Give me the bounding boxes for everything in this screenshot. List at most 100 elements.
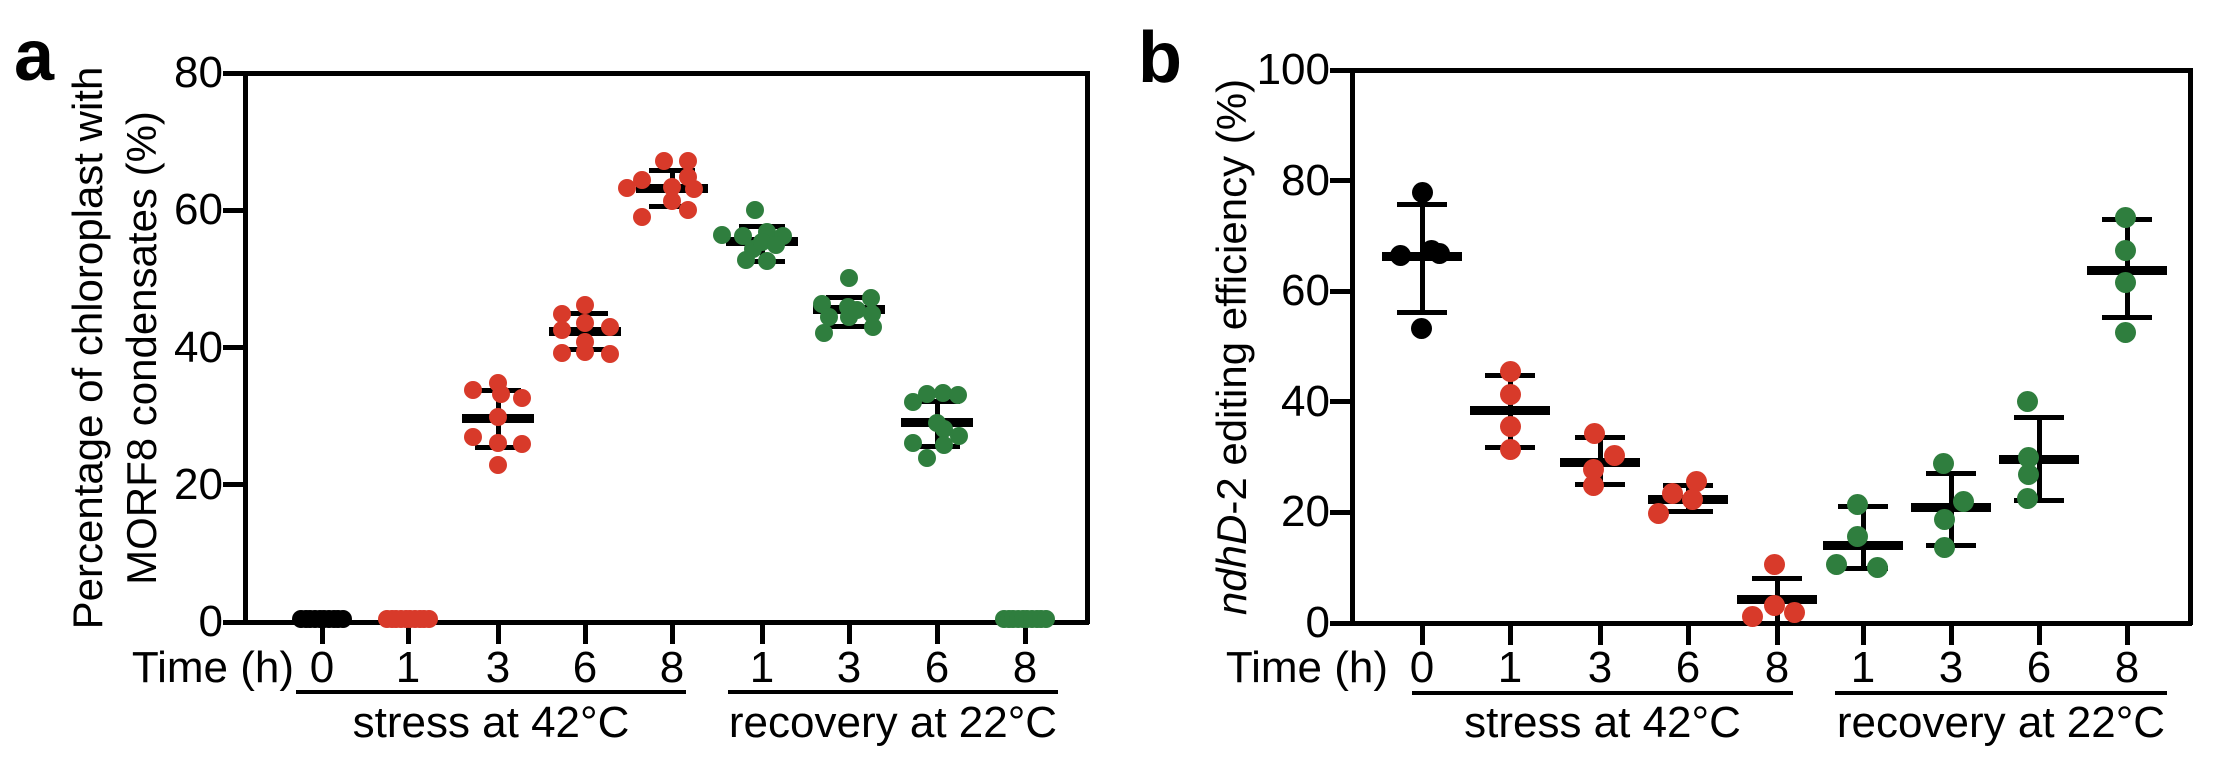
y-tick-label: 20: [1281, 487, 1330, 537]
y-axis-title-italic-part: ndhD: [1208, 514, 1255, 615]
error-cap-top: [914, 398, 960, 404]
error-cap-top: [1397, 202, 1447, 208]
data-point: [334, 609, 352, 628]
y-tick: [223, 70, 243, 76]
data-point: [513, 388, 531, 407]
error-cap-top: [2014, 415, 2064, 421]
data-point: [1933, 508, 1955, 530]
data-point: [950, 427, 968, 446]
data-point: [1783, 601, 1805, 623]
x-tick: [846, 624, 852, 644]
data-point: [1661, 482, 1683, 504]
data-point: [1763, 594, 1785, 616]
data-point: [655, 151, 673, 170]
data-point: [1389, 244, 1411, 266]
phase-label: recovery at 22°C: [728, 698, 1058, 747]
data-point: [753, 232, 771, 251]
data-point: [2016, 487, 2038, 509]
x-tick: [1948, 625, 1954, 645]
x-tick: [1022, 624, 1028, 644]
data-point: [663, 191, 681, 210]
x-tick-label: 0: [1409, 643, 1435, 692]
mean-bar: [1911, 503, 1991, 513]
x-tick-label: 6: [924, 643, 950, 692]
x-tick: [934, 624, 940, 644]
y-tick-label: 80: [1281, 155, 1330, 205]
x-tick-label: 1: [749, 643, 775, 692]
data-point: [679, 200, 697, 219]
data-point: [746, 200, 764, 219]
mean-bar: [1999, 455, 2079, 465]
y-tick: [1330, 288, 1350, 294]
x-tick: [495, 624, 501, 644]
data-point: [618, 179, 636, 198]
data-point: [576, 295, 594, 314]
mean-bar: [2087, 266, 2167, 276]
data-point: [815, 324, 833, 343]
x-tick: [2124, 625, 2130, 645]
y-tick-label: 20: [174, 459, 223, 509]
data-point: [758, 252, 776, 271]
plot-frame-bottom: [243, 620, 1089, 625]
data-point: [1763, 553, 1785, 575]
x-tick: [1597, 625, 1603, 645]
x-axis-title: Time (h): [1225, 643, 1388, 692]
y-tick-label: 0: [1305, 598, 1330, 647]
data-point: [1685, 471, 1707, 493]
y-tick-label: 100: [1256, 45, 1330, 94]
data-point: [904, 392, 922, 411]
data-point: [1825, 554, 1847, 576]
data-point: [1681, 489, 1703, 511]
y-axis-title: ndhD-2 editing efficiency (%): [1208, 78, 1255, 615]
y-tick: [223, 345, 243, 350]
x-tick: [1685, 625, 1691, 645]
data-point: [904, 433, 922, 452]
phase-label: stress at 42°C: [352, 698, 630, 747]
plot-frame-top: [243, 71, 1089, 76]
data-point: [553, 320, 571, 339]
data-point: [737, 250, 755, 269]
data-point: [767, 235, 785, 254]
data-point: [2114, 239, 2136, 261]
phase-underline: [728, 690, 1058, 694]
data-point: [1410, 317, 1432, 339]
data-point: [553, 343, 571, 362]
data-point: [679, 151, 697, 170]
data-point: [1647, 503, 1669, 524]
x-tick-label: 3: [1938, 643, 1964, 692]
data-point: [2017, 464, 2039, 486]
data-point: [949, 385, 967, 404]
data-point: [492, 385, 510, 404]
data-point: [840, 269, 858, 288]
plot-frame-right: [1085, 71, 1090, 624]
x-tick-label: 3: [836, 643, 862, 692]
x-tick-label: 1: [395, 643, 421, 692]
data-point: [489, 455, 507, 474]
x-tick: [2036, 625, 2042, 645]
data-point: [1499, 361, 1521, 383]
x-tick-label: 8: [1764, 643, 1790, 692]
x-tick-label: 8: [659, 643, 685, 692]
data-point: [1582, 459, 1604, 481]
data-point: [713, 225, 731, 244]
x-tick-label: 3: [485, 643, 511, 692]
error-cap-bottom: [1397, 309, 1447, 315]
x-tick: [1419, 625, 1425, 645]
data-point: [1411, 182, 1433, 204]
error-cap-bottom: [2014, 497, 2064, 503]
x-tick: [1860, 625, 1866, 645]
data-point: [2016, 391, 2038, 413]
error-cap-bottom: [1838, 566, 1888, 572]
phase-label: recovery at 22°C: [1836, 698, 2166, 747]
y-tick: [1330, 178, 1350, 184]
y-axis-title: MORF8 condensates (%): [118, 111, 165, 585]
plot-frame-top: [1350, 68, 2192, 73]
data-point: [2114, 271, 2136, 293]
data-point: [1499, 383, 1521, 405]
y-tick: [1330, 399, 1350, 405]
x-tick-label: 6: [572, 643, 598, 692]
y-axis: [1350, 68, 1355, 625]
phase-underline: [296, 690, 686, 694]
y-tick: [223, 482, 243, 488]
x-tick: [1774, 625, 1780, 645]
